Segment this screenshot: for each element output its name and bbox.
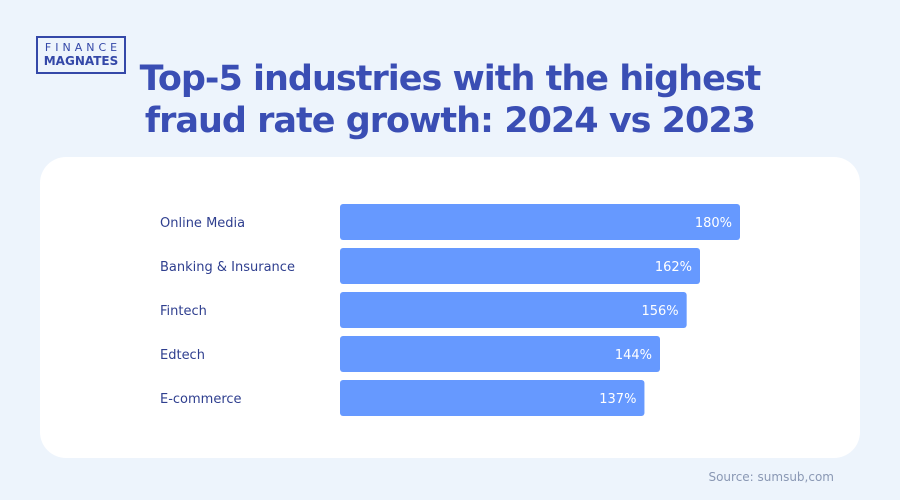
value-label: 137% xyxy=(599,392,636,407)
value-label: 144% xyxy=(615,348,652,363)
logo-line1: FINANCE xyxy=(44,41,122,54)
category-label: Online Media xyxy=(160,216,245,231)
chart-title: Top-5 industries with the highest fraud … xyxy=(0,58,900,142)
source-note: Source: sumsub,com xyxy=(708,470,834,484)
category-label: E-commerce xyxy=(160,392,242,407)
value-label: 156% xyxy=(641,304,678,319)
category-label: Edtech xyxy=(160,348,205,363)
bar xyxy=(340,336,660,372)
title-line1: Top-5 industries with the highest xyxy=(139,59,762,99)
bar xyxy=(340,292,687,328)
category-label: Fintech xyxy=(160,304,207,319)
bar xyxy=(340,380,645,416)
value-label: 180% xyxy=(695,216,732,231)
finance-magnates-logo: FINANCE MAGNATES xyxy=(36,36,126,74)
value-label: 162% xyxy=(655,260,692,275)
bar xyxy=(340,204,740,240)
category-label: Banking & Insurance xyxy=(160,260,295,275)
logo-line2: MAGNATES xyxy=(43,54,119,68)
bar xyxy=(340,248,700,284)
title-line2: fraud rate growth: 2024 vs 2023 xyxy=(144,101,756,141)
